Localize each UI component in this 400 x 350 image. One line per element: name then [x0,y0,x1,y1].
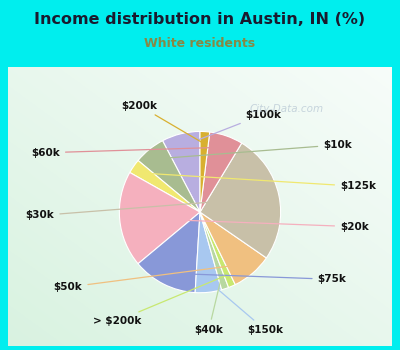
Wedge shape [138,141,200,212]
Wedge shape [162,132,200,212]
Wedge shape [195,212,222,293]
Text: $10k: $10k [160,140,352,159]
Text: > $200k: > $200k [93,276,225,326]
Wedge shape [200,132,242,212]
Text: $30k: $30k [26,198,264,220]
Wedge shape [200,212,235,287]
Wedge shape [200,132,210,212]
Text: Income distribution in Austin, IN (%): Income distribution in Austin, IN (%) [34,12,366,27]
Text: $20k: $20k [134,218,369,232]
Wedge shape [138,212,200,293]
Wedge shape [200,143,281,258]
Text: $150k: $150k [209,282,283,335]
Text: $75k: $75k [172,273,346,284]
Text: $50k: $50k [54,265,242,292]
Text: $40k: $40k [194,280,223,335]
Wedge shape [200,212,266,285]
Text: $60k: $60k [31,147,220,158]
Wedge shape [130,160,200,212]
Text: City-Data.com: City-Data.com [250,104,324,113]
Wedge shape [119,173,200,264]
Text: White residents: White residents [144,37,256,50]
Text: $200k: $200k [122,101,202,142]
Text: $100k: $100k [186,110,281,145]
Text: $125k: $125k [146,173,376,191]
Wedge shape [200,212,228,290]
